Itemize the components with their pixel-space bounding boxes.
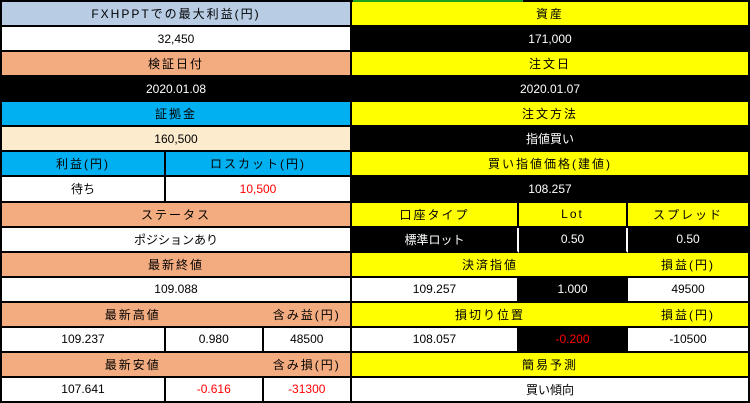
cell-lot-value[interactable]: 0.50: [519, 227, 628, 253]
cell-margin-value[interactable]: 160,500: [2, 127, 352, 153]
cell-max-profit-header[interactable]: FXHPPTでの最大利益(円): [2, 2, 352, 28]
cell-losscut-header[interactable]: ロスカット(円): [166, 152, 352, 178]
latest-high-label: 最新高値: [104, 307, 161, 322]
table-row: 資産: [352, 2, 750, 28]
table-row: 損切り位置 損益(円): [352, 302, 750, 328]
table-row: 109.088: [2, 277, 352, 303]
selection-green-border: [353, 0, 523, 2]
table-row: 簡易予測: [352, 352, 750, 378]
cell-status-header[interactable]: ステータス: [2, 202, 352, 228]
table-row: 2020.01.07: [352, 77, 750, 103]
cell-asset-header[interactable]: 資産: [352, 2, 750, 28]
cell-forecast-header[interactable]: 簡易予測: [352, 352, 750, 378]
table-row: 証拠金: [2, 102, 352, 128]
settle-limit-label: 決済指値: [461, 257, 518, 272]
cell-latest-close-header[interactable]: 最新終値: [2, 252, 352, 278]
latest-low-label: 最新安値: [104, 357, 161, 372]
cell-order-date-value[interactable]: 2020.01.07: [352, 77, 750, 103]
cell-stoploss-pl-value[interactable]: -10500: [628, 327, 750, 353]
table-row: 標準ロット 0.50 0.50: [352, 227, 750, 253]
cell-account-type-value[interactable]: 標準ロット: [352, 227, 519, 253]
unrealized-gain-label: 含み益(円): [272, 307, 341, 322]
stoploss-label: 損切り位置: [454, 307, 525, 322]
table-row: FXHPPTでの最大利益(円): [2, 2, 352, 28]
table-row: 買い傾向: [352, 377, 750, 403]
right-table: 資産 171,000 注文日 2020.01.07 注文方法 指値買い 買い指値…: [352, 0, 750, 403]
cell-buy-limit-price-header[interactable]: 買い指値価格(建値): [352, 152, 750, 178]
table-row: 2020.01.08: [2, 77, 352, 103]
table-row: 最新高値 含み益(円): [2, 302, 352, 328]
cell-verify-date-value[interactable]: 2020.01.08: [2, 77, 352, 103]
stoploss-pl-label: 損益(円): [661, 307, 715, 322]
settle-pl-label: 損益(円): [661, 257, 715, 272]
cell-order-method-header[interactable]: 注文方法: [352, 102, 750, 128]
table-row: 109.257 1.000 49500: [352, 277, 750, 303]
cell-latest-low-value[interactable]: 107.641: [2, 377, 166, 403]
table-row: 注文日: [352, 52, 750, 78]
cell-account-type-header[interactable]: 口座タイプ: [352, 202, 519, 228]
table-row: 108.057 -0.200 -10500: [352, 327, 750, 353]
cell-spread-value[interactable]: 0.50: [628, 227, 750, 253]
cell-low-diff-value[interactable]: -0.616: [166, 377, 264, 403]
table-row: 指値買い: [352, 127, 750, 153]
cell-settle-limit-value[interactable]: 109.257: [352, 277, 519, 303]
table-row: 108.257: [352, 177, 750, 203]
cell-verify-date-header[interactable]: 検証日付: [2, 52, 352, 78]
table-row: 109.237 0.980 48500: [2, 327, 352, 353]
unrealized-loss-label: 含み損(円): [272, 357, 341, 372]
table-row: 待ち 10,500: [2, 177, 352, 203]
left-table: FXHPPTでの最大利益(円) 32,450 検証日付 2020.01.08 証…: [0, 0, 352, 403]
cell-max-profit-value[interactable]: 32,450: [2, 27, 352, 53]
table-row: ポジションあり: [2, 227, 352, 253]
cell-margin-header[interactable]: 証拠金: [2, 102, 352, 128]
table-row: 決済指値 損益(円): [352, 252, 750, 278]
cell-latest-high-value[interactable]: 109.237: [2, 327, 166, 353]
cell-settle-pl-value[interactable]: 49500: [628, 277, 750, 303]
cell-stoploss-value[interactable]: 108.057: [352, 327, 519, 353]
cell-stoploss-diff-value[interactable]: -0.200: [519, 327, 628, 353]
cell-latest-high-header-group[interactable]: 最新高値 含み益(円): [2, 302, 352, 328]
cell-lot-header[interactable]: Lot: [519, 202, 628, 228]
table-row: 最新終値: [2, 252, 352, 278]
cell-high-diff-value[interactable]: 0.980: [166, 327, 264, 353]
table-row: 利益(円) ロスカット(円): [2, 152, 352, 178]
table-row: 最新安値 含み損(円): [2, 352, 352, 378]
table-row: 買い指値価格(建値): [352, 152, 750, 178]
cell-profit-value[interactable]: 待ち: [2, 177, 166, 203]
table-row: 32,450: [2, 27, 352, 53]
cell-latest-close-value[interactable]: 109.088: [2, 277, 352, 303]
cell-spread-header[interactable]: スプレッド: [628, 202, 750, 228]
table-row: 160,500: [2, 127, 352, 153]
cell-losscut-value[interactable]: 10,500: [166, 177, 352, 203]
cell-stoploss-header-group[interactable]: 損切り位置 損益(円): [352, 302, 750, 328]
cell-unrealized-gain-value[interactable]: 48500: [263, 327, 352, 353]
cell-settle-diff-value[interactable]: 1.000: [519, 277, 628, 303]
table-row: ステータス: [2, 202, 352, 228]
cell-order-date-header[interactable]: 注文日: [352, 52, 750, 78]
cell-asset-value[interactable]: 171,000: [352, 27, 750, 53]
cell-status-value[interactable]: ポジションあり: [2, 227, 352, 253]
table-row: 107.641 -0.616 -31300: [2, 377, 352, 403]
cell-buy-limit-price-value[interactable]: 108.257: [352, 177, 750, 203]
cell-unrealized-loss-value[interactable]: -31300: [263, 377, 352, 403]
cell-order-method-value[interactable]: 指値買い: [352, 127, 750, 153]
table-row: 口座タイプ Lot スプレッド: [352, 202, 750, 228]
table-row: 171,000: [352, 27, 750, 53]
cell-settle-limit-header-group[interactable]: 決済指値 損益(円): [352, 252, 750, 278]
cell-latest-low-header-group[interactable]: 最新安値 含み損(円): [2, 352, 352, 378]
table-row: 検証日付: [2, 52, 352, 78]
cell-forecast-value[interactable]: 買い傾向: [352, 377, 750, 403]
cell-profit-header[interactable]: 利益(円): [2, 152, 166, 178]
table-row: 注文方法: [352, 102, 750, 128]
